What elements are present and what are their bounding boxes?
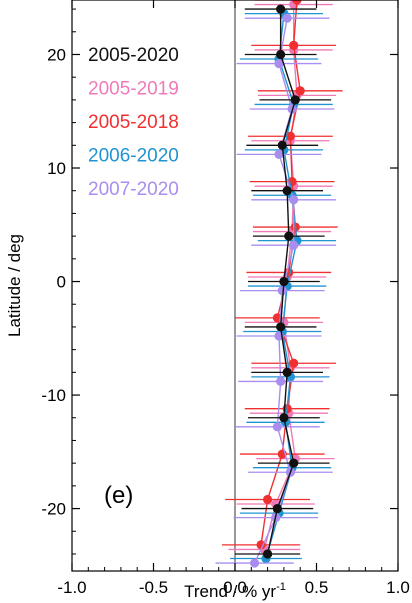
- legend-entry: 2006-2020: [88, 146, 179, 167]
- x-tick-label: 0.0: [223, 578, 247, 597]
- data-point: [282, 186, 292, 196]
- data-point: [274, 58, 284, 69]
- data-point: [277, 140, 287, 150]
- series-2007-2020: [215, 13, 337, 568]
- data-point: [292, 0, 302, 5]
- y-tick-label: -10: [41, 386, 66, 405]
- x-tick-label: 0.5: [305, 578, 329, 597]
- x-tick-label: 1.0: [386, 578, 410, 597]
- x-axis-label-superscript: -1: [276, 581, 286, 593]
- legend-entry: 2007-2020: [88, 179, 179, 200]
- data-point: [263, 549, 273, 559]
- y-tick-label: 0: [57, 273, 66, 292]
- data-point: [284, 231, 294, 241]
- legend-entry: 2005-2018: [88, 112, 179, 133]
- data-point: [274, 149, 284, 159]
- data-point: [272, 503, 282, 514]
- data-point: [289, 240, 299, 250]
- legend-entry: 2005-2020: [88, 45, 179, 66]
- panel-label: (e): [104, 482, 133, 509]
- x-tick-label: -1.0: [57, 578, 86, 597]
- legend-entry: 2005-2019: [88, 79, 179, 100]
- x-axis-label-main: Trend / % yr: [184, 582, 276, 601]
- legend: 2005-2020 2005-2019 2005-2018 2006-2020 2007…: [88, 45, 179, 200]
- series-layer: [215, 0, 343, 568]
- data-point: [276, 49, 286, 60]
- series-2005-2019: [228, 0, 337, 555]
- data-point: [282, 367, 292, 377]
- axes-layer: -1.0 -0.5 0.0 0.5 1.0 -20 -10 0 10 20: [41, 0, 410, 597]
- data-point: [289, 40, 299, 51]
- data-point: [285, 131, 296, 141]
- data-point: [295, 86, 305, 96]
- data-point: [289, 458, 299, 468]
- data-point: [290, 95, 300, 105]
- data-point: [279, 276, 289, 287]
- series-2005-2018: [221, 0, 343, 550]
- x-tick-label: -0.5: [139, 578, 168, 597]
- data-point: [282, 13, 292, 23]
- data-point: [276, 376, 286, 387]
- data-point: [276, 4, 286, 14]
- data-point: [249, 558, 260, 568]
- x-axis-label: Trend / % yr-1: [184, 581, 286, 601]
- data-point: [276, 322, 286, 332]
- y-axis-label: Latitude / deg: [5, 234, 24, 337]
- data-point: [263, 494, 273, 505]
- data-point: [277, 286, 287, 296]
- data-point: [289, 358, 299, 368]
- data-point: [279, 413, 289, 423]
- y-tick-label: 20: [47, 45, 66, 64]
- y-tick-label: -20: [41, 500, 66, 519]
- data-point: [272, 422, 282, 432]
- data-point: [289, 195, 299, 205]
- series-2005-2020: [235, 4, 332, 559]
- y-tick-label: 10: [47, 159, 66, 178]
